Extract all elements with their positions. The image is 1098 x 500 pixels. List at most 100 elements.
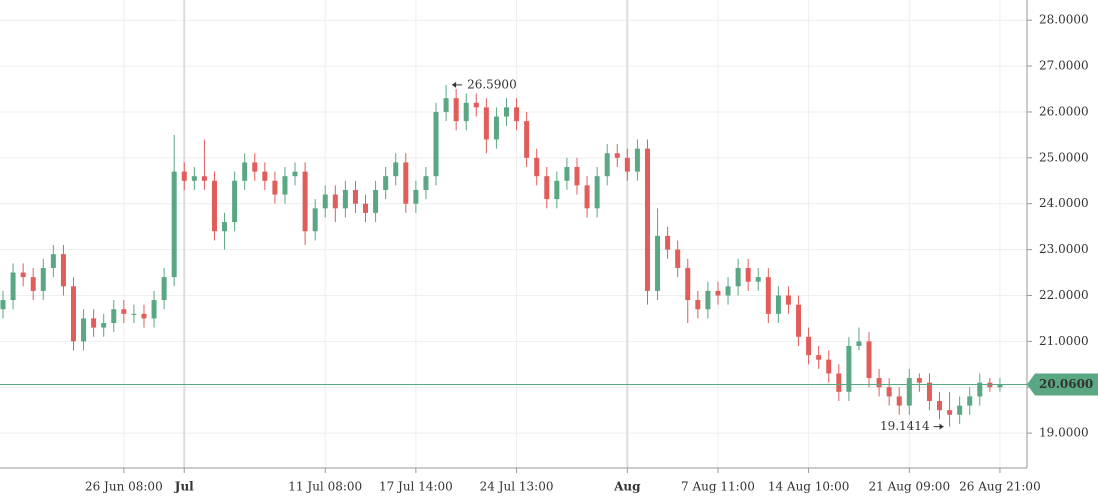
y-tick-label: 23.0000 [1039, 242, 1089, 256]
x-tick-label: 11 Jul 08:00 [288, 480, 362, 494]
candle-body [493, 116, 499, 140]
candle-body [363, 203, 369, 213]
last-price-tag [1027, 373, 1098, 396]
candle-body [836, 373, 842, 392]
candle-body [906, 378, 912, 406]
candle-body [544, 176, 550, 200]
candle-body [201, 176, 207, 181]
candle-body [252, 162, 258, 172]
y-tick-label: 27.0000 [1039, 59, 1089, 73]
candle-body [806, 336, 812, 356]
candle-body [171, 171, 177, 278]
candle-body [181, 171, 187, 181]
candle-body [977, 382, 983, 397]
candle-body [91, 318, 97, 328]
candle-body [947, 410, 953, 415]
candle-body [393, 162, 399, 177]
candle-body [10, 272, 16, 301]
candle-body [463, 102, 469, 122]
candle-body [725, 286, 731, 296]
candle-body [50, 254, 56, 268]
candle-body [856, 341, 862, 346]
candle-body [272, 180, 278, 195]
last-price-label: 20.0600 [1039, 377, 1093, 391]
candle-body [483, 107, 489, 140]
candle-body [997, 384, 1003, 388]
candle-body [574, 167, 580, 186]
low-label: 19.1414 [880, 419, 930, 433]
candle-body [222, 222, 228, 232]
candle-body [735, 267, 741, 287]
y-tick-label: 24.0000 [1039, 196, 1089, 210]
candle-body [655, 235, 661, 291]
candle-body [151, 300, 157, 319]
candle-body [564, 167, 570, 181]
candle-body [342, 189, 348, 209]
candle-body [211, 180, 217, 232]
candle-body [755, 277, 761, 282]
candle-body [423, 176, 429, 190]
candle-body [403, 162, 409, 204]
x-tick-label: Aug [613, 480, 641, 494]
candle-body [161, 277, 167, 301]
candle-body [504, 107, 509, 117]
candle-body [191, 176, 197, 181]
candle-body [433, 111, 439, 177]
candle-body [524, 121, 530, 158]
y-tick-label: 21.0000 [1039, 334, 1089, 348]
candle-body [866, 341, 872, 379]
candle-body [121, 309, 127, 314]
candle-body [926, 382, 932, 402]
candle-body [715, 290, 721, 296]
candle-body [111, 309, 117, 324]
candle-body [614, 153, 620, 158]
x-tick-label: Jul [174, 480, 194, 494]
y-tick-label: 19.0000 [1039, 426, 1089, 440]
y-tick-label: 22.0000 [1039, 288, 1089, 302]
candle-body [846, 345, 852, 392]
candle-body [916, 378, 922, 383]
candle-body [141, 313, 147, 319]
candle-body [896, 396, 902, 406]
x-tick-label: 17 Jul 14:00 [379, 480, 453, 494]
candle-body [262, 171, 268, 181]
candle-body [453, 98, 459, 122]
candle-body [20, 272, 26, 278]
candle-body [826, 359, 832, 374]
candle-body [675, 249, 681, 268]
candle-body [60, 254, 66, 287]
candle-body [302, 171, 308, 232]
candle-body [957, 405, 963, 415]
candle-body [644, 148, 650, 291]
x-tick-label: 24 Jul 13:00 [480, 480, 554, 494]
candle-body [594, 176, 600, 209]
candle-body [816, 355, 822, 360]
candle-body [332, 194, 338, 209]
candle-body [886, 387, 892, 397]
candle-body [292, 171, 298, 177]
candle-body [624, 157, 630, 172]
candle-body [232, 180, 238, 223]
candle-body [765, 277, 771, 314]
candle-body [383, 176, 389, 190]
candle-body [775, 295, 781, 314]
candle-body [443, 98, 449, 112]
candle-body [634, 148, 640, 172]
candle-body [242, 162, 248, 181]
candle-body [534, 157, 540, 177]
candle-body [413, 189, 419, 204]
candle-body [282, 176, 288, 195]
high-arrow-head [452, 81, 457, 88]
candle-body [514, 107, 520, 122]
high-label: 26.5900 [467, 77, 517, 91]
candle-body [30, 277, 36, 291]
candle-body [745, 267, 751, 282]
candle-body [473, 102, 479, 108]
candle-body [584, 185, 590, 209]
candle-body [373, 189, 379, 213]
y-tick-label: 28.0000 [1039, 13, 1089, 27]
x-tick-label: 7 Aug 11:00 [681, 480, 755, 494]
candle-body [131, 313, 137, 315]
candle-body [70, 286, 76, 342]
